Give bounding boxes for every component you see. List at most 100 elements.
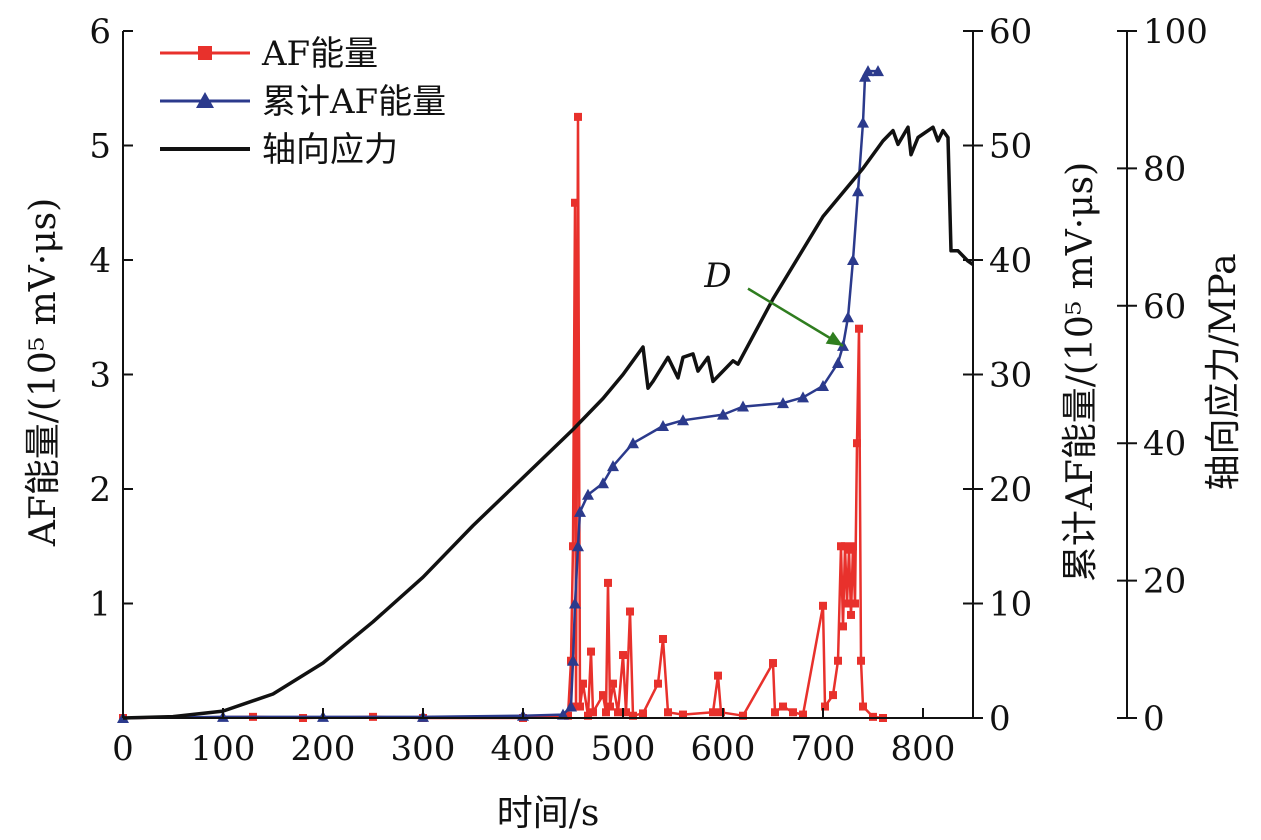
af-energy-point xyxy=(619,651,627,660)
axes: 0 100 200 300 400 500 600 700 800123456010203040… xyxy=(89,12,1208,769)
legend-stress-label: 轴向应力 xyxy=(262,130,398,170)
cumulative-af-point xyxy=(677,414,689,426)
x-tick-label: 700 xyxy=(791,729,856,769)
y-right2-tick-label: 40 xyxy=(1143,424,1186,464)
af-energy-point xyxy=(606,702,614,711)
cumulative-af-point xyxy=(567,654,579,666)
af-energy-point xyxy=(571,198,579,207)
cumulative-af-point xyxy=(777,397,789,409)
y-right2-tick-label: 60 xyxy=(1143,287,1186,327)
af-energy-point xyxy=(839,622,847,631)
cumulative-af-point xyxy=(717,408,729,420)
annotation-arrow-head xyxy=(825,331,843,346)
y-right2-axis-title: 轴向应力/MPa xyxy=(1203,253,1244,490)
af-energy-point xyxy=(717,708,725,717)
x-tick-label: 400 xyxy=(491,729,556,769)
af-energy-point xyxy=(626,607,634,616)
af-energy-point xyxy=(855,324,863,333)
legend-cumulative-af-label: 累计AF能量 xyxy=(262,82,446,122)
cumulative-af-point xyxy=(574,505,586,517)
af-energy-point xyxy=(771,708,779,717)
cumulative-af-point xyxy=(862,65,874,77)
y-left-tick-label: 4 xyxy=(89,241,111,281)
y-right2-tick-label: 100 xyxy=(1143,12,1208,52)
af-energy-point xyxy=(853,439,861,448)
af-energy-point xyxy=(709,708,717,717)
af-energy-point xyxy=(664,708,672,717)
y-right1-tick-label: 0 xyxy=(989,699,1011,739)
y-right2-tick-label: 0 xyxy=(1143,699,1165,739)
cumulative-af-point xyxy=(582,488,594,500)
cumulative-af-point xyxy=(857,116,869,128)
x-tick-label: 500 xyxy=(591,729,656,769)
y-left-tick-label: 1 xyxy=(89,585,111,625)
af-energy-point xyxy=(599,691,607,700)
cumulative-af-point xyxy=(557,708,569,720)
legend-af-energy-label: AF能量 xyxy=(261,34,378,74)
cumulative-af-point xyxy=(872,65,884,77)
legend-cumulative-af-marker xyxy=(196,92,214,108)
legend-af-energy-marker xyxy=(198,46,212,60)
y-right2-tick-label: 80 xyxy=(1143,149,1186,189)
af-energy-point xyxy=(639,709,647,718)
af-energy-point xyxy=(843,599,851,608)
af-energy-point xyxy=(799,710,807,719)
af-energy-point xyxy=(779,702,787,711)
y-right1-tick-label: 30 xyxy=(989,356,1032,396)
x-tick-label: 0 xyxy=(112,729,134,769)
cumulative-af-point xyxy=(832,357,844,369)
annotation-label: D xyxy=(703,256,731,296)
af-energy-point xyxy=(851,599,859,608)
x-tick-label: 200 xyxy=(291,729,356,769)
af-energy-line xyxy=(122,115,884,720)
cumulative-af-point xyxy=(797,391,809,403)
cumulative-af-point xyxy=(657,420,669,432)
y-left-tick-label: 3 xyxy=(89,356,111,396)
af-energy-point xyxy=(564,711,572,720)
cumulative-af-point xyxy=(842,311,854,323)
af-energy-point xyxy=(849,542,857,551)
cumulative-af-point xyxy=(597,477,609,489)
y-left-tick-label: 2 xyxy=(89,470,111,510)
annotation-arrow-line xyxy=(747,287,844,347)
af-energy-point xyxy=(819,601,827,610)
af-energy-point xyxy=(569,542,577,551)
x-tick-label: 600 xyxy=(691,729,756,769)
af-energy-point xyxy=(604,578,612,587)
cumulative-af-point xyxy=(607,460,619,472)
cumulative-af-point xyxy=(737,400,749,412)
cumulative-af-point xyxy=(572,540,584,552)
af-energy-point xyxy=(614,708,622,717)
af-energy-point xyxy=(659,634,667,643)
af-energy-point xyxy=(584,711,592,720)
cumulative-af-point xyxy=(569,597,581,609)
af-energy-point xyxy=(769,659,777,668)
af-energy-point xyxy=(629,711,637,720)
af-energy-point xyxy=(859,702,867,711)
cumulative-af-point xyxy=(627,437,639,449)
cumulative-af-point xyxy=(847,254,859,265)
y-right1-axis-title: 累计AF能量/(10⁵ mV·μs) xyxy=(1060,162,1101,582)
af-energy-point xyxy=(834,656,842,665)
af-energy-point xyxy=(679,710,687,719)
y-right1-tick-label: 60 xyxy=(989,12,1032,52)
af-energy-point xyxy=(869,712,877,721)
y-right1-tick-label: 20 xyxy=(989,470,1032,510)
af-energy-point xyxy=(574,112,582,121)
af-energy-point xyxy=(857,656,865,665)
cumulative-af-line xyxy=(122,69,878,720)
af-energy-point xyxy=(821,702,829,711)
plot-area xyxy=(117,65,975,723)
x-axis-title: 时间/s xyxy=(497,793,600,834)
y-right1-tick-label: 50 xyxy=(989,127,1032,167)
af-energy-point xyxy=(589,708,597,717)
cumulative-af-point xyxy=(852,185,864,197)
af-energy-point xyxy=(654,679,662,688)
y-right2-tick-label: 20 xyxy=(1143,562,1186,602)
af-energy-point xyxy=(602,708,610,717)
af-energy-point xyxy=(847,610,855,619)
af-energy-point xyxy=(829,691,837,700)
af-energy-point xyxy=(789,708,797,717)
